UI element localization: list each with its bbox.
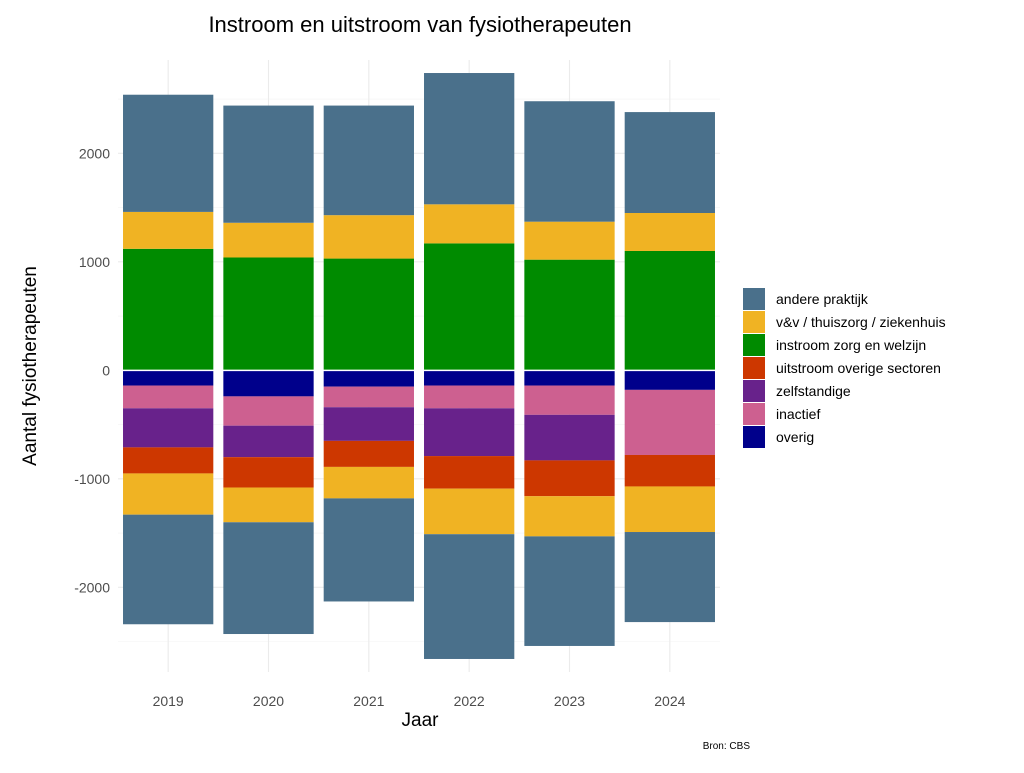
legend-label: uitstroom overige sectoren — [776, 360, 941, 376]
legend-swatch — [743, 403, 765, 425]
legend-swatch — [743, 288, 765, 310]
bar-segment-out — [323, 370, 414, 387]
bar-segment-out — [524, 414, 615, 461]
x-tick-label: 2022 — [454, 693, 485, 709]
bar-segment-out — [624, 486, 715, 533]
bar-segment-out — [123, 514, 214, 625]
legend-swatch — [743, 426, 765, 448]
bar-segment-out — [323, 440, 414, 467]
legend-swatch — [743, 380, 765, 402]
bar-segment-out — [323, 407, 414, 441]
bar-segment-in — [323, 215, 414, 259]
y-tick-label: -2000 — [74, 579, 110, 595]
bar-segment-out — [123, 385, 214, 409]
bar-segment-out — [323, 466, 414, 499]
bar-segment-out — [223, 522, 314, 635]
bar-segment-out — [323, 386, 414, 408]
bar-segment-out — [424, 488, 515, 535]
bar-segment-in — [524, 259, 615, 371]
legend-label: overig — [776, 429, 814, 445]
bar-segment-in — [123, 248, 214, 371]
legend-swatch — [743, 357, 765, 379]
caption: Bron: CBS — [703, 741, 751, 752]
bar-segment-in — [424, 243, 515, 371]
bar-segment-in — [223, 257, 314, 371]
legend-label: inactief — [776, 406, 820, 422]
chart-title: Instroom en uitstroom van fysiotherapeut… — [208, 12, 631, 37]
bar-segment-in — [524, 101, 615, 222]
bar-segment-out — [524, 385, 615, 415]
bar-segment-out — [223, 487, 314, 523]
bar-segment-out — [524, 460, 615, 497]
bar-segment-out — [424, 408, 515, 457]
legend-label: v&v / thuiszorg / ziekenhuis — [776, 314, 946, 330]
bar-segment-in — [524, 221, 615, 260]
legend-label: instroom zorg en welzijn — [776, 337, 926, 353]
bar-segment-in — [323, 105, 414, 216]
bar-segment-out — [424, 370, 515, 386]
x-tick-label: 2024 — [654, 693, 685, 709]
bar-segment-out — [223, 370, 314, 397]
bar-segment-out — [524, 496, 615, 537]
bar-segment-in — [323, 258, 414, 371]
x-tick-label: 2023 — [554, 693, 585, 709]
bar-segment-out — [223, 396, 314, 426]
bar-segment-out — [223, 457, 314, 488]
bar-segment-out — [123, 473, 214, 515]
bar-segment-in — [223, 222, 314, 258]
legend-label: zelfstandige — [776, 383, 851, 399]
y-tick-label: -1000 — [74, 471, 110, 487]
bar-segment-in — [123, 94, 214, 212]
bar-segment-out — [524, 536, 615, 646]
y-tick-label: 2000 — [79, 145, 110, 161]
bar-segment-out — [123, 408, 214, 448]
bar-segment-out — [624, 532, 715, 623]
legend-label: andere praktijk — [776, 291, 869, 307]
bar-segment-out — [323, 498, 414, 602]
x-tick-label: 2019 — [153, 693, 184, 709]
bar-segment-in — [624, 250, 715, 371]
bar-segment-out — [424, 534, 515, 659]
bar-segment-in — [223, 105, 314, 223]
x-tick-label: 2020 — [253, 693, 284, 709]
bar-segment-in — [123, 211, 214, 249]
bar-segment-out — [424, 456, 515, 489]
bar-segment-out — [123, 370, 214, 386]
bar-segment-out — [624, 389, 715, 455]
bar-segment-out — [524, 370, 615, 386]
x-tick-label: 2021 — [353, 693, 384, 709]
legend-swatch — [743, 311, 765, 333]
bar-segment-out — [123, 447, 214, 474]
y-tick-label: 0 — [102, 362, 110, 378]
legend-swatch — [743, 334, 765, 356]
bar-segment-in — [424, 204, 515, 244]
y-axis-label: Aantal fysiotherapeuten — [20, 266, 41, 466]
bar-segment-out — [624, 454, 715, 487]
bar-segment-in — [624, 112, 715, 213]
bar-segment-out — [223, 425, 314, 458]
bar-segment-out — [424, 385, 515, 409]
y-tick-label: 1000 — [79, 254, 110, 270]
bar-segment-in — [424, 73, 515, 205]
bar-segment-out — [624, 370, 715, 390]
bar-segment-in — [624, 213, 715, 251]
x-axis-label: Jaar — [402, 710, 440, 731]
